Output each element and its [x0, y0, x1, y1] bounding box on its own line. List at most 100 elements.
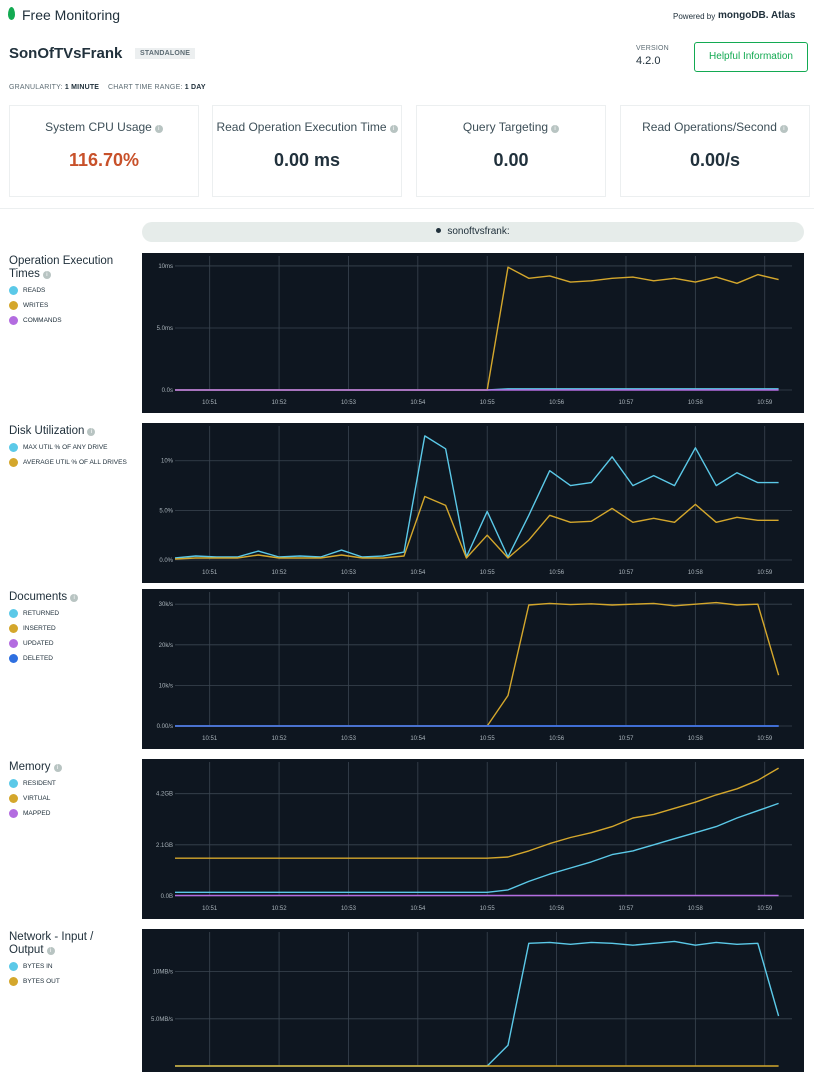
x-tick-label: 10:55: [480, 400, 496, 406]
chart-title: Network - Input / Output i: [9, 931, 129, 957]
x-tick-label: 10:59: [757, 736, 773, 742]
chart: 10:51 10:52 10:53 10:54 10:55 10:56 10:57 10:58…: [156, 762, 792, 912]
metric-card: Read Operations/Second i 0.00/s: [620, 105, 810, 197]
y-tick-label: 30k/s: [159, 602, 173, 608]
info-icon: i: [551, 125, 560, 133]
chart-title-text: Operation Execution Times: [9, 255, 114, 280]
legend-item: MAX UTIL % OF ANY DRIVE: [9, 443, 129, 452]
y-tick-label: 0.0s: [162, 388, 173, 394]
x-tick-label: 10:57: [618, 736, 634, 742]
series-line: [175, 266, 779, 391]
metric-label: Query Targeting i: [417, 120, 605, 134]
series-line: [175, 601, 780, 727]
series-line: [175, 802, 779, 893]
x-tick-label: 10:51: [202, 570, 218, 576]
metric-value: 0.00 ms: [273, 150, 341, 170]
powered-by: Powered by: [673, 12, 716, 21]
legend-swatch: [9, 977, 18, 986]
legend-label: AVERAGE UTIL % OF ALL DRIVES: [23, 459, 127, 466]
chart-side: Disk Utilization i MAX UTIL % OF ANY DRIVE…: [9, 425, 129, 474]
series-line: [175, 940, 780, 1067]
legend-swatch: [9, 301, 18, 310]
chart: 5.0MB/s 10MB/s: [151, 932, 792, 1067]
y-tick-label: 10%: [161, 459, 174, 465]
granularity: GRANULARITY: 1 MINUTE: [9, 84, 99, 91]
chart: 10:51 10:52 10:53 10:54 10:55 10:56 10:57 10:58…: [157, 592, 792, 742]
legend-swatch: [9, 624, 18, 633]
host-bar: sonoftvsfrank:: [142, 222, 804, 242]
help-button[interactable]: Helpful Information: [694, 42, 808, 72]
legend-label: RESIDENT: [23, 780, 56, 787]
legend-item: COMMANDS: [9, 316, 129, 325]
info-icon: i: [53, 764, 62, 772]
series-line: [174, 435, 779, 559]
legend-label: BYTES OUT: [23, 978, 60, 985]
divider: [0, 208, 814, 209]
legend-label: RETURNED: [23, 610, 60, 617]
legend-label: WRITES: [23, 302, 49, 309]
logo-leaf: [8, 7, 15, 20]
metric-label: System CPU Usage i: [10, 120, 198, 134]
host-dot: [436, 228, 442, 233]
chart-panel: 5.0MB/s 10MB/s: [142, 929, 804, 1072]
legend-item: READS: [9, 286, 129, 295]
x-tick-label: 10:55: [480, 736, 496, 742]
y-tick-label: 4.2GB: [156, 792, 173, 798]
legend-item: RESIDENT: [9, 779, 129, 788]
info-icon: i: [779, 125, 788, 133]
series-line: [175, 767, 779, 859]
info-icon: i: [87, 428, 96, 436]
metric-label-text: System CPU Usage: [45, 120, 152, 134]
x-tick-label: 10:53: [341, 570, 357, 576]
chart-side: Documents i RETURNED INSERTED UPDATED DELETED: [9, 591, 129, 670]
chart-panel: 10:51 10:52 10:53 10:54 10:55 10:56 10:57 10:58…: [142, 759, 804, 919]
chart-title: Disk Utilization i: [9, 425, 129, 438]
x-tick-label: 10:55: [480, 906, 496, 912]
metric-value: 116.70%: [68, 150, 140, 170]
legend-label: COMMANDS: [23, 317, 62, 324]
legend-item: AVERAGE UTIL % OF ALL DRIVES: [9, 458, 129, 467]
x-tick-label: 10:54: [410, 570, 426, 576]
legend-swatch: [9, 962, 18, 971]
info-icon: i: [154, 125, 163, 133]
x-tick-label: 10:58: [688, 570, 704, 576]
y-tick-label: 10ms: [158, 264, 173, 270]
x-tick-label: 10:51: [202, 906, 218, 912]
metric-value: 0.00: [493, 150, 529, 170]
x-tick-label: 10:55: [480, 570, 496, 576]
legend-item: BYTES OUT: [9, 977, 129, 986]
x-tick-label: 10:54: [410, 400, 426, 406]
legend-label: MAX UTIL % OF ANY DRIVE: [23, 444, 108, 451]
info-icon: i: [389, 125, 398, 133]
chart: 10:51 10:52 10:53 10:54 10:55 10:56 10:57 10:58…: [159, 426, 792, 576]
y-tick-label: 0.00/s: [157, 724, 173, 730]
x-tick-label: 10:57: [618, 906, 634, 912]
chart-side: Operation Execution Times i READS WRITES COM…: [9, 255, 129, 332]
legend-item: WRITES: [9, 301, 129, 310]
chart-title-text: Memory: [9, 761, 51, 773]
legend-label: DELETED: [23, 655, 53, 662]
y-tick-label: 0.0B: [161, 894, 173, 900]
legend-swatch: [9, 639, 18, 648]
granularity-label: GRANULARITY:: [9, 84, 63, 91]
info-icon: i: [42, 271, 51, 279]
badge: STANDALONE: [135, 48, 196, 59]
x-tick-label: 10:59: [757, 400, 773, 406]
chart-title: Documents i: [9, 591, 129, 604]
chart: 10:51 10:52 10:53 10:54 10:55 10:56 10:57 10:58…: [157, 256, 792, 406]
x-tick-label: 10:53: [341, 736, 357, 742]
version-label: VERSION: [636, 45, 669, 52]
legend-label: UPDATED: [23, 640, 54, 647]
x-tick-label: 10:53: [341, 906, 357, 912]
range: CHART TIME RANGE: 1 DAY: [108, 84, 206, 91]
host-label: sonoftvsfrank:: [447, 226, 510, 237]
legend-item: DELETED: [9, 654, 129, 663]
x-tick-label: 10:54: [410, 736, 426, 742]
legend-label: INSERTED: [23, 625, 56, 632]
legend-item: RETURNED: [9, 609, 129, 618]
x-tick-label: 10:51: [202, 736, 218, 742]
y-tick-label: 5.0ms: [157, 326, 173, 332]
x-tick-label: 10:59: [757, 570, 773, 576]
legend-swatch: [9, 316, 18, 325]
